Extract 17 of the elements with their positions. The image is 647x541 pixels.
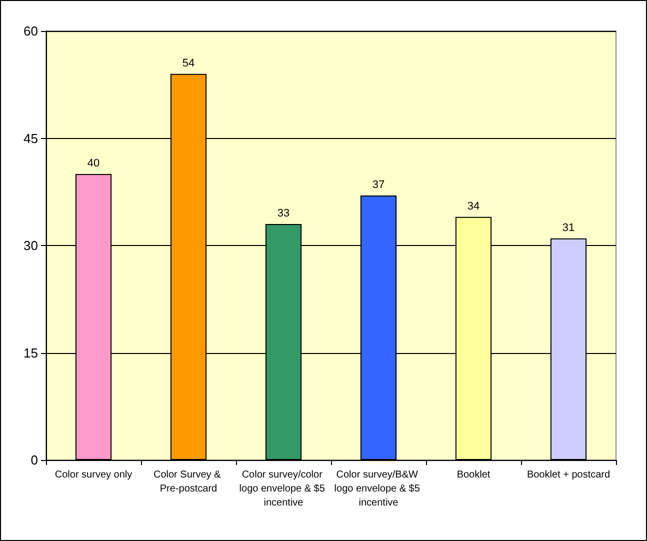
x-tick-label: Booklet: [456, 470, 490, 480]
y-tick-label: 0: [30, 452, 38, 468]
data-label: 40: [87, 158, 100, 170]
data-label: 31: [562, 222, 575, 234]
y-tick-label: 15: [24, 345, 38, 360]
x-tick-label: Booklet + postcard: [526, 470, 610, 480]
y-tick-label: 30: [24, 238, 38, 253]
x-tick-label: Color Survey & Pre-postcard: [153, 470, 224, 494]
data-label: 33: [277, 208, 290, 220]
data-label: 37: [372, 178, 385, 191]
y-tick-label: 60: [24, 24, 38, 38]
x-tick-label: Color survey only: [54, 470, 132, 480]
data-label: 34: [467, 200, 480, 212]
y-tick-label: 45: [24, 130, 38, 146]
x-tick-label: Color survey/B&W logo envelope & $5 incentive: [334, 470, 423, 508]
data-label: 54: [182, 57, 195, 70]
x-tick-label: Color survey/color logo envelope & $5 incentive: [239, 470, 328, 508]
